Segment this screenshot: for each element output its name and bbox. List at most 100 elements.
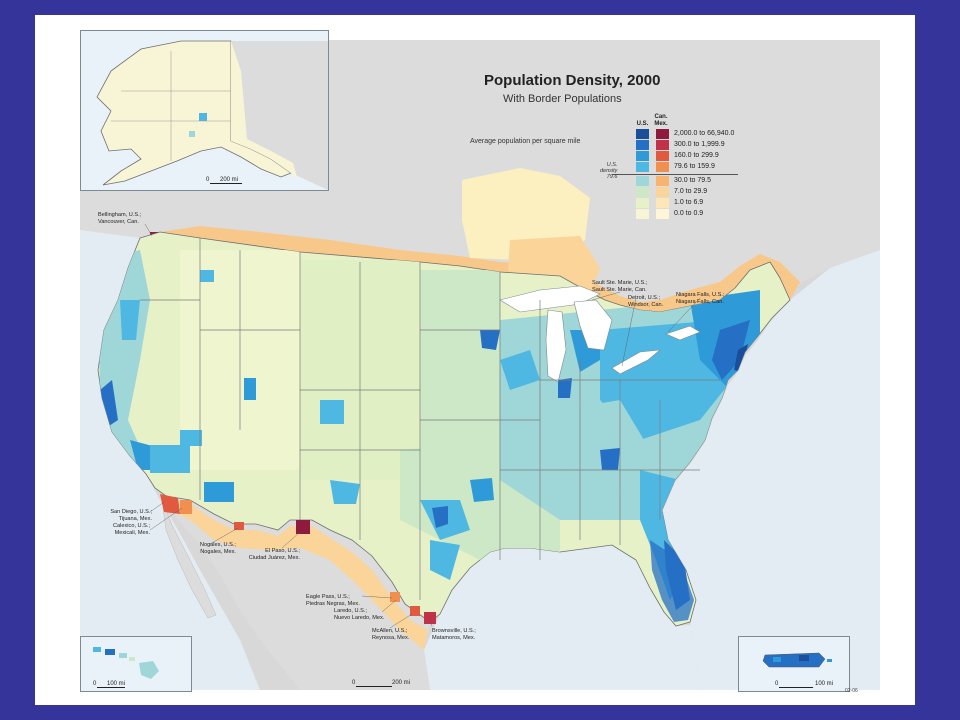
- legend-us-header: U.S.: [636, 121, 649, 127]
- nogales-metro: [234, 522, 244, 530]
- hawaii-scale-bar: [97, 687, 125, 688]
- us-density-note: U.S. density 79.6: [600, 162, 617, 180]
- legend-swatch-canmex: [656, 209, 669, 219]
- main-scale-zero: 0: [352, 680, 356, 686]
- plate-number: 02-06: [845, 688, 858, 694]
- legend-swatch-canmex: [656, 140, 669, 150]
- legend-swatch-us: [636, 187, 649, 197]
- callout-niagara-falls: Niagara Falls, U.S.; Niagara Falls, Can.: [676, 292, 725, 305]
- callout-line: Nogales, Mex.: [200, 548, 236, 555]
- nuevo-laredo-metro: [390, 592, 400, 602]
- alaska-inset: 0 200 mi: [80, 30, 329, 191]
- callout-laredo: Laredo, U.S.; Nuevo Laredo, Mex.: [334, 608, 384, 621]
- map-title: Population Density, 2000: [484, 72, 661, 89]
- lake-huron: [573, 299, 613, 351]
- callout-line: Calexico, U.S.;: [113, 523, 150, 529]
- us-density-line3: 79.6: [606, 174, 618, 180]
- callout-line: Eagle Pass, U.S.;: [306, 594, 350, 600]
- alaska-map: [96, 40, 328, 190]
- callout-san-diego: San Diego, U.S.; Tijuana, Mex.: [100, 509, 152, 522]
- lake-superior: [499, 285, 601, 313]
- gulf: [424, 545, 700, 690]
- mexicali-metro: [180, 500, 192, 514]
- hawaii-scale-label: 100 mi: [107, 681, 126, 687]
- legend-canmex-header: Can. Mex.: [653, 114, 669, 128]
- callout-line: Nogales, U.S.;: [199, 542, 236, 548]
- callout-detroit: Detroit, U.S.; Windsor, Can.: [628, 295, 663, 308]
- callout-line: Laredo, U.S.;: [334, 608, 367, 614]
- callout-line: San Diego, U.S.;: [110, 509, 152, 515]
- puerto-rico-scale: 0 100 mi: [775, 681, 845, 691]
- callout-line: Mexicali, Mex.: [114, 529, 150, 536]
- callout-line: Reynosa, Mex.: [372, 634, 410, 641]
- legend-swatch-us: [636, 140, 649, 150]
- callout-sault-ste-marie: Sault Ste. Marie, U.S.; Sault Ste. Marie…: [592, 280, 647, 293]
- legend-label: 2,000.0 to 66,940.0: [674, 130, 735, 137]
- legend-label: 79.6 to 159.9: [674, 163, 715, 170]
- puerto-rico-scale-zero: 0: [775, 681, 779, 687]
- hawaii-scale-zero: 0: [93, 681, 97, 687]
- legend-label: 0.0 to 0.9: [674, 210, 704, 217]
- lake-michigan: [545, 309, 567, 383]
- alaska-scale-label: 200 mi: [220, 177, 239, 183]
- callout-eagle-pass: Eagle Pass, U.S.; Piedras Negras, Mex.: [306, 594, 360, 607]
- atlantic: [662, 250, 880, 690]
- legend-swatch-us: [636, 129, 649, 139]
- legend-swatch-canmex: [656, 176, 669, 186]
- callout-line: Matamoros, Mex.: [432, 634, 476, 641]
- callout-line: Sault Ste. Marie, U.S.;: [592, 280, 648, 286]
- callout-line: Brownsville, U.S.;: [432, 628, 476, 634]
- tijuana-metro: [160, 494, 180, 514]
- matamoros-metro: [424, 612, 436, 624]
- legend-swatch-us: [636, 209, 649, 219]
- callout-line: Tijuana, Mex.: [118, 515, 152, 522]
- legend-swatch-us: [636, 176, 649, 186]
- legend-caption: Average population per square mile: [470, 138, 581, 145]
- legend-swatch-canmex: [656, 187, 669, 197]
- legend-swatch-us: [636, 151, 649, 161]
- legend-label: 1.0 to 6.9: [674, 199, 704, 206]
- main-scale-label: 200 mi: [392, 680, 411, 686]
- alaska-scale-zero: 0: [206, 177, 210, 183]
- legend-swatch-canmex: [656, 129, 669, 139]
- callout-line: Bellingham, U.S.;: [98, 212, 142, 218]
- map-subtitle: With Border Populations: [503, 93, 622, 105]
- callout-line: Niagara Falls, Can.: [676, 298, 724, 305]
- us-density-line1: U.S.: [606, 162, 618, 168]
- legend-swatch-us: [636, 162, 649, 172]
- callout-line: Niagara Falls, U.S.;: [676, 292, 725, 298]
- legend-label: 7.0 to 29.9: [674, 188, 708, 195]
- hawaii-inset: 0 100 mi: [80, 636, 192, 692]
- puerto-rico-scale-label: 100 mi: [815, 681, 834, 687]
- callout-line: Windsor, Can.: [628, 301, 664, 308]
- legend-canmex-line1: Can.: [654, 114, 668, 120]
- alaska-scale-bar: [210, 183, 242, 184]
- legend-label: 30.0 to 79.5: [674, 177, 711, 184]
- legend-swatch-us: [636, 198, 649, 208]
- callout-line: Piedras Negras, Mex.: [306, 600, 360, 607]
- callout-line: Sault Ste. Marie, Can.: [592, 286, 647, 293]
- callout-line: McAllen, U.S.;: [372, 628, 408, 634]
- callout-line: Vancouver, Can.: [98, 218, 139, 225]
- hawaii-map: [93, 647, 159, 679]
- callout-line: Detroit, U.S.;: [628, 295, 661, 301]
- callout-mcallen: McAllen, U.S.; Reynosa, Mex.: [372, 628, 409, 641]
- callout-calexico: Calexico, U.S.; Mexicali, Mex.: [100, 523, 150, 536]
- legend-swatch-canmex: [656, 162, 669, 172]
- legend-canmex-line2: Mex.: [654, 121, 668, 127]
- us-density-line2: density: [600, 168, 618, 174]
- legend-label: 300.0 to 1,999.9: [674, 141, 725, 148]
- callout-line: Nuevo Laredo, Mex.: [334, 614, 385, 621]
- puerto-rico-map: [762, 652, 832, 668]
- alaska-scale: 0 200 mi: [206, 177, 276, 187]
- legend-swatch-canmex: [656, 198, 669, 208]
- legend-swatch-canmex: [656, 151, 669, 161]
- callout-line: Ciudad Juárez, Mex.: [248, 554, 300, 561]
- callout-line: El Paso, U.S.;: [265, 548, 300, 554]
- reynosa-metro: [410, 606, 420, 616]
- pacific: [80, 230, 260, 690]
- hawaii-scale: 0 100 mi: [93, 681, 153, 691]
- callout-bellingham: Bellingham, U.S.; Vancouver, Can.: [98, 212, 141, 225]
- puerto-rico-scale-bar: [779, 687, 813, 688]
- callout-nogales: Nogales, U.S.; Nogales, Mex.: [184, 542, 236, 555]
